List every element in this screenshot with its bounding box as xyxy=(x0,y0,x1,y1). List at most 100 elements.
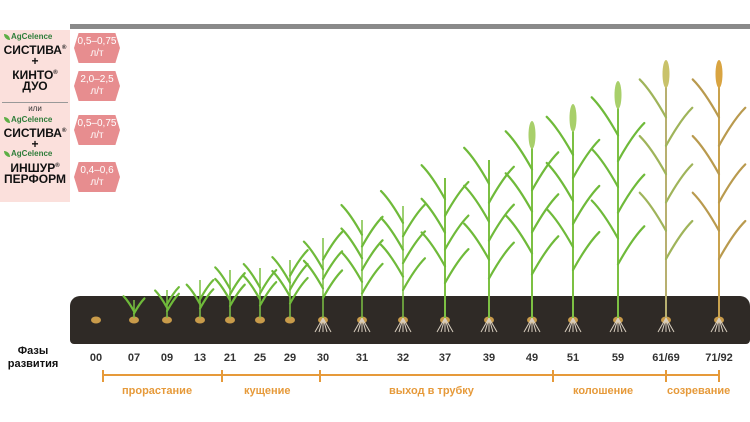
top-rule xyxy=(70,24,750,29)
wheat-ear-icon xyxy=(528,121,536,149)
root-icon xyxy=(398,317,404,333)
stage-label: 29 xyxy=(283,352,297,364)
root-icon xyxy=(361,317,371,333)
root-icon xyxy=(488,317,494,333)
leaf-icon xyxy=(571,138,601,179)
root-icon xyxy=(617,317,627,333)
root-icon xyxy=(314,317,324,333)
leaf-icon xyxy=(242,275,262,301)
segment-tillering: кущение xyxy=(244,385,291,397)
product-perform: ПЕРФОРМ xyxy=(4,172,66,186)
leaf-icon xyxy=(443,180,470,217)
leaf-icon xyxy=(420,164,447,201)
plus-sign: + xyxy=(31,54,39,68)
leaf-icon xyxy=(545,161,575,202)
leaf-icon xyxy=(545,115,575,156)
stage-label: 32 xyxy=(396,352,410,364)
stage-label: 37 xyxy=(438,352,452,364)
seed-icon xyxy=(285,316,295,324)
leaf-icon xyxy=(379,243,405,278)
leaf-icon xyxy=(271,269,292,298)
leaf-icon xyxy=(360,239,384,272)
leaf-icon xyxy=(443,248,470,285)
stage-label: 39 xyxy=(482,352,496,364)
phases-label: Фазы развития xyxy=(7,345,59,370)
leaf-icon xyxy=(571,230,601,272)
leaf-icon xyxy=(242,263,262,289)
leaf-icon xyxy=(401,230,427,265)
root-icon xyxy=(665,317,675,333)
leaf-icon xyxy=(228,272,246,296)
leaf-icon xyxy=(420,231,447,268)
axis-tick xyxy=(665,370,667,382)
leaf-icon xyxy=(691,191,721,232)
plus-sign: + xyxy=(31,137,39,151)
leaf-icon xyxy=(590,147,620,188)
wheat-ear-icon xyxy=(614,81,622,109)
leaf-icon xyxy=(288,263,309,291)
dose-badge-3: 0,5–0,75 л/т xyxy=(74,115,120,145)
leaf-icon xyxy=(463,222,491,261)
leaf-icon xyxy=(504,214,534,255)
leaf-icon xyxy=(340,203,364,236)
leaf-icon xyxy=(420,197,447,234)
root-icon xyxy=(572,317,578,333)
root-icon xyxy=(322,317,332,333)
leaf-icon xyxy=(165,292,180,313)
leaf-icon xyxy=(165,286,180,306)
leaf-icon xyxy=(590,199,620,240)
leaf-icon xyxy=(664,163,694,204)
divider xyxy=(2,102,68,103)
stage-label: 21 xyxy=(223,352,237,364)
dose-badge-1: 0,5–0,75 л/т xyxy=(74,33,120,63)
stage-label: 31 xyxy=(355,352,369,364)
leaf-icon xyxy=(571,184,601,226)
root-icon xyxy=(718,317,728,333)
root-icon xyxy=(440,317,446,333)
leaf-icon xyxy=(340,227,364,260)
stage-label: 61/69 xyxy=(652,352,680,364)
root-icon xyxy=(568,317,574,333)
leaf-icon xyxy=(691,78,721,119)
leaf-icon xyxy=(590,96,620,137)
leaf-icon xyxy=(258,281,278,307)
leaf-icon xyxy=(463,184,491,223)
root-icon xyxy=(714,317,720,333)
axis-tick xyxy=(718,370,720,382)
root-icon xyxy=(531,317,537,333)
seed-icon xyxy=(195,316,205,324)
root-icon xyxy=(531,317,541,333)
soil-strip xyxy=(70,296,750,344)
stage-label: 49 xyxy=(525,352,539,364)
leaf-icon xyxy=(530,151,560,192)
leaf-icon xyxy=(717,106,747,147)
leaf-icon xyxy=(691,134,721,176)
wheat-ear-icon xyxy=(569,104,577,132)
leaf-icon xyxy=(530,235,560,276)
leaf-icon xyxy=(717,219,747,261)
leaf-icon xyxy=(487,241,515,280)
root-icon xyxy=(353,317,363,333)
root-icon xyxy=(523,317,533,333)
axis-tick xyxy=(552,370,554,382)
root-icon xyxy=(322,317,328,333)
root-icon xyxy=(436,317,446,333)
leaf-icon xyxy=(228,283,246,308)
leaf-icon xyxy=(360,262,384,295)
root-icon xyxy=(361,317,367,333)
seed-icon xyxy=(225,316,235,324)
seed-icon xyxy=(91,316,101,324)
leaf-icon xyxy=(271,256,292,284)
leaf-icon xyxy=(638,134,668,176)
stage-label: 07 xyxy=(127,352,141,364)
leaf-icon xyxy=(401,203,427,238)
phase-axis xyxy=(103,374,720,376)
wheat-ear-icon xyxy=(662,60,670,88)
leaf-icon xyxy=(638,191,668,232)
brand-logo-1: AgCelence xyxy=(4,32,52,41)
seed-icon xyxy=(255,316,265,324)
leaf-icon xyxy=(258,269,278,295)
leaf-icon xyxy=(616,173,646,214)
root-icon xyxy=(665,317,671,333)
stage-label: 30 xyxy=(316,352,330,364)
